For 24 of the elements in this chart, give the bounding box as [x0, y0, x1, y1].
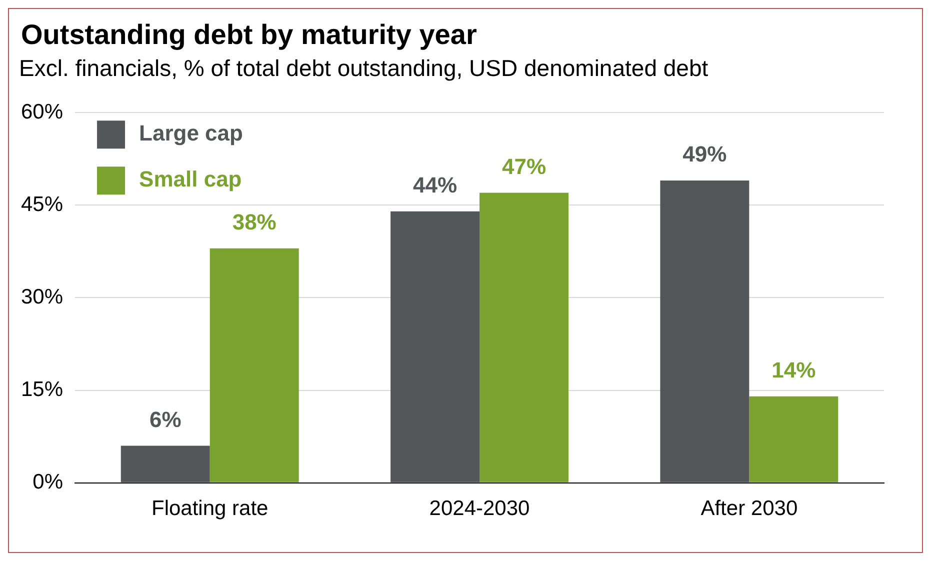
bar — [480, 192, 568, 482]
bar — [120, 446, 210, 482]
bar — [749, 396, 838, 482]
x-tick-label: 2024-2030 — [429, 497, 530, 520]
data-label: 6% — [149, 406, 182, 432]
chart-title: Outstanding debt by maturity year — [20, 18, 478, 51]
y-tick-label: 15% — [21, 378, 64, 402]
data-label: 38% — [232, 209, 276, 234]
data-label: 44% — [413, 172, 458, 198]
bar — [660, 180, 750, 482]
bar — [210, 248, 299, 482]
legend-label: Small cap — [139, 166, 242, 192]
y-tick-label: 30% — [21, 285, 64, 308]
y-tick-label: 45% — [21, 192, 64, 216]
x-tick-label: After 2030 — [700, 497, 798, 520]
y-tick-label: 0% — [32, 470, 64, 494]
bar — [390, 211, 480, 482]
data-label: 49% — [682, 142, 727, 167]
data-label: 47% — [502, 154, 546, 179]
y-tick-label: 60% — [21, 100, 64, 124]
data-label: 14% — [772, 357, 816, 382]
x-tick-label: Floating rate — [151, 497, 268, 520]
chart-subtitle: Excl. financials, % of total debt outstanding, USD denominated debt — [18, 54, 710, 82]
legend-label: Large cap — [139, 120, 243, 146]
